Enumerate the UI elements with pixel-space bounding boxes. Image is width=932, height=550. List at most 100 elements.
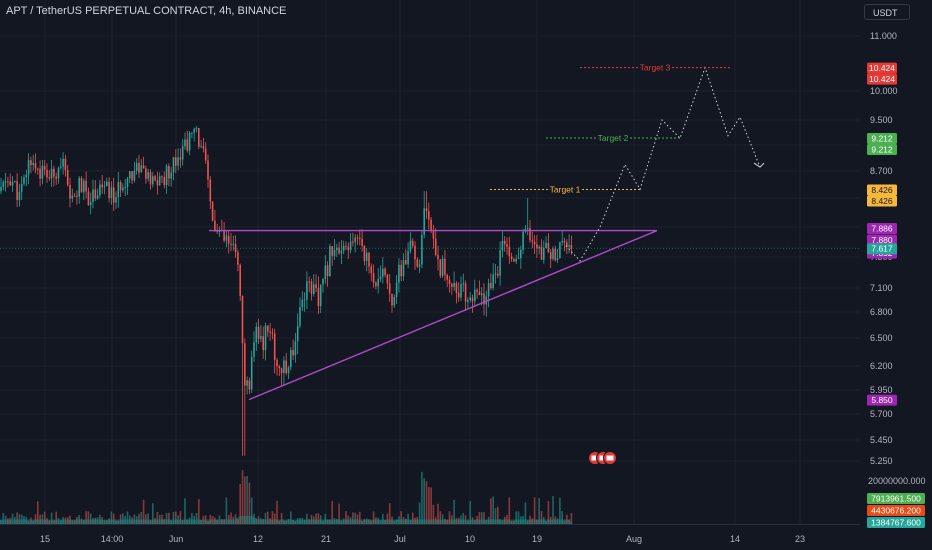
volume-bar — [57, 518, 60, 524]
volume-bar — [301, 517, 304, 524]
volume-bar — [349, 517, 352, 524]
volume-bar — [11, 513, 14, 524]
volume-bar — [39, 514, 41, 524]
candle-body — [464, 283, 467, 302]
candle-body — [315, 284, 317, 289]
volume-bar — [324, 514, 327, 524]
price-tick-label: 5.250 — [870, 456, 893, 466]
candle-body — [368, 252, 370, 267]
candle-body — [133, 170, 136, 181]
volume-bar — [262, 518, 264, 524]
volume-bar — [405, 518, 407, 524]
volume-bar — [227, 515, 230, 524]
volume-bar — [317, 513, 320, 524]
volume-bar — [455, 517, 458, 524]
volume-bar — [402, 517, 405, 524]
price-badge-text: 9.212 — [871, 145, 893, 155]
candle-body — [161, 176, 163, 178]
price-badge — [867, 223, 897, 235]
candle-body — [533, 241, 536, 245]
candle-body — [255, 326, 258, 343]
target-label: Target 2 — [598, 133, 629, 143]
candle-body — [531, 240, 534, 242]
event-icons — [588, 451, 617, 465]
candle-body — [377, 279, 379, 287]
volume-bar — [133, 514, 136, 524]
volume-bar — [193, 515, 195, 524]
volume-bar — [142, 499, 145, 524]
price-tick-label: 6.200 — [870, 361, 893, 371]
candle-body — [529, 228, 531, 241]
candle-body — [92, 189, 94, 203]
volume-badge-text: 1384767.600 — [871, 518, 921, 528]
candle-body — [48, 177, 51, 179]
volume-bar — [448, 511, 451, 524]
volume-bar — [108, 518, 110, 524]
candle-body — [184, 139, 186, 147]
candle-body — [131, 171, 133, 181]
candle-body — [276, 360, 278, 367]
candle-body — [460, 283, 462, 298]
candle-body — [290, 350, 292, 368]
volume-bar — [430, 487, 432, 524]
volume-bar — [310, 514, 313, 524]
candle-body — [110, 187, 113, 199]
volume-bar — [158, 514, 161, 524]
price-badge — [867, 234, 897, 246]
candle-body — [324, 265, 327, 279]
candle-body — [18, 191, 21, 201]
volume-bar — [446, 519, 448, 524]
support-trendline — [248, 229, 658, 401]
price-tick-label: 11.000 — [870, 31, 897, 41]
candle-body — [260, 336, 262, 339]
volume-bar — [545, 520, 547, 524]
volume-bar — [285, 520, 287, 524]
target-label: Target 1 — [550, 184, 581, 194]
volume-bar — [255, 518, 258, 524]
volume-bar — [234, 514, 237, 524]
volume-bar — [549, 516, 552, 524]
volume-bar — [407, 513, 409, 524]
candle-body — [359, 237, 361, 239]
candle-body — [149, 172, 152, 185]
candle-body — [99, 184, 101, 196]
volume-bar — [361, 520, 363, 524]
volume-bar — [464, 515, 467, 524]
volume-bar — [338, 503, 340, 524]
volume-bar — [368, 519, 370, 524]
candles — [0, 125, 573, 456]
candle-body — [0, 187, 2, 192]
volume-bar — [32, 520, 34, 524]
volume-bar — [34, 514, 37, 524]
candle-body — [170, 172, 172, 179]
candle-body — [223, 230, 225, 241]
volume-bar — [209, 514, 212, 524]
candle-body — [73, 195, 76, 197]
time-tick-label: 15 — [40, 534, 50, 544]
candle-body — [179, 157, 182, 160]
candle-body — [508, 246, 511, 257]
volume-bar — [462, 513, 465, 524]
candle-body — [432, 231, 435, 239]
volume-bar — [352, 512, 354, 524]
candle-body — [108, 181, 110, 199]
candle-body — [53, 168, 55, 177]
volume-bar — [280, 512, 283, 524]
candle-body — [129, 171, 131, 179]
volume-bar — [87, 511, 90, 524]
volume-bar — [303, 519, 306, 524]
volume-bar — [444, 518, 446, 524]
currency-selector[interactable]: USDT — [864, 4, 910, 20]
volume-bar — [306, 513, 308, 524]
candle-body — [106, 181, 108, 187]
candle-body — [549, 252, 552, 260]
price-tick-label: 5.700 — [870, 409, 893, 419]
volume-badge-text: 4430676.200 — [871, 506, 921, 516]
candle-body — [451, 283, 453, 287]
candle-body — [409, 240, 412, 252]
candle-body — [4, 181, 7, 183]
volume-bar — [214, 517, 216, 524]
candle-body — [101, 184, 103, 188]
volume-bar — [71, 520, 74, 524]
